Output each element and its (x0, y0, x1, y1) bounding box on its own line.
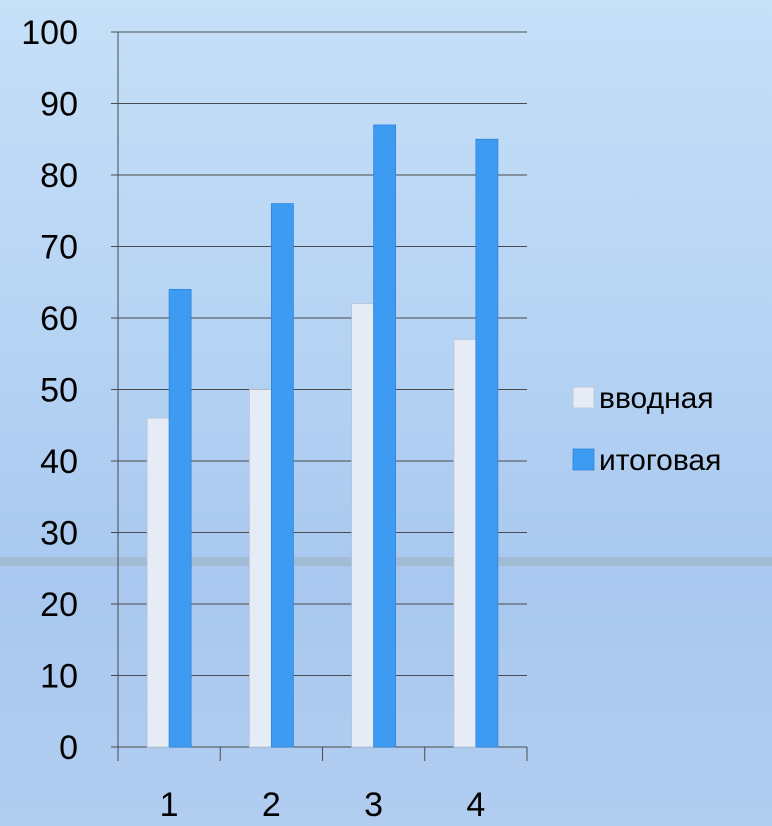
bar-vvodnaya-3 (351, 303, 375, 748)
tick-labels: 0 10 20 30 40 50 60 70 80 90 100 1 2 3 4 (21, 14, 485, 824)
legend-swatch (572, 386, 595, 409)
bar-vvodnaya-2 (248, 389, 272, 748)
y-tick-label: 50 (40, 372, 78, 410)
y-tick-label: 20 (40, 586, 78, 624)
bar-itogovaya-1 (168, 288, 192, 748)
x-tick-label: 2 (262, 786, 281, 824)
y-tick-label: 100 (21, 14, 78, 52)
legend-label: итоговая (599, 444, 721, 477)
legend: вводная итоговая (572, 382, 721, 477)
y-tick-label: 10 (40, 658, 78, 696)
x-tick-label: 4 (466, 786, 485, 824)
y-tick-label: 90 (40, 86, 78, 124)
x-tick-label: 3 (364, 786, 383, 824)
bar-itogovaya-4 (475, 138, 499, 748)
legend-label: вводная (599, 382, 714, 415)
bar-vvodnaya-4 (453, 339, 477, 748)
y-tick-label: 40 (40, 443, 78, 481)
y-tick-label: 30 (40, 515, 78, 553)
y-tick-label: 70 (40, 229, 78, 267)
y-tick-label: 0 (59, 729, 78, 767)
bar-vvodnaya-1 (146, 417, 170, 748)
y-tick-label: 60 (40, 300, 78, 338)
y-tick-label: 80 (40, 157, 78, 195)
bar-itogovaya-2 (270, 203, 294, 748)
legend-swatch (572, 448, 595, 471)
bars (146, 124, 499, 748)
x-tick-label: 1 (160, 786, 179, 824)
bar-itogovaya-3 (373, 124, 397, 748)
